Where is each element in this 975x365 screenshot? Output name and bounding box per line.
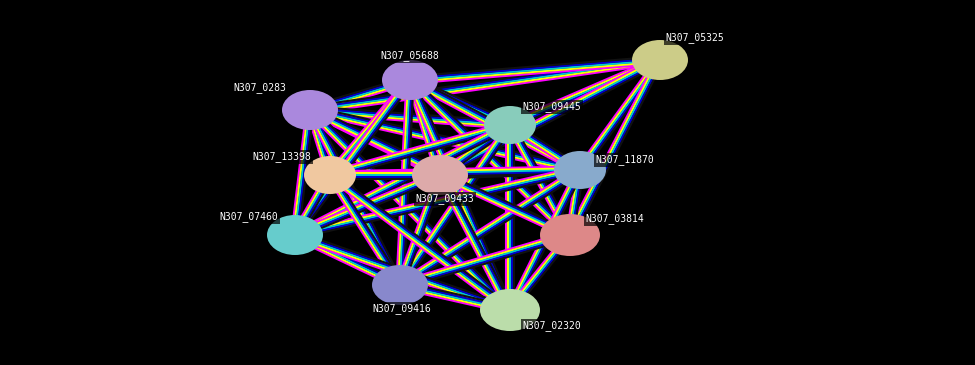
- Text: N307_07460: N307_07460: [219, 212, 279, 222]
- Ellipse shape: [484, 106, 536, 144]
- Text: N307_03814: N307_03814: [586, 214, 644, 224]
- Text: N307_11870: N307_11870: [596, 154, 654, 165]
- Text: N307_0283: N307_0283: [234, 82, 287, 93]
- Text: N307_09433: N307_09433: [415, 193, 475, 204]
- Ellipse shape: [267, 215, 323, 255]
- Ellipse shape: [382, 60, 438, 100]
- Text: N307_09445: N307_09445: [523, 101, 581, 112]
- Ellipse shape: [554, 151, 606, 189]
- Text: N307_09416: N307_09416: [372, 304, 431, 315]
- Text: N307_05688: N307_05688: [380, 50, 440, 61]
- Ellipse shape: [282, 90, 338, 130]
- Ellipse shape: [372, 265, 428, 305]
- Ellipse shape: [540, 214, 600, 256]
- Ellipse shape: [480, 289, 540, 331]
- Text: N307_02320: N307_02320: [523, 320, 581, 331]
- Ellipse shape: [304, 156, 356, 194]
- Text: N307_13398: N307_13398: [253, 151, 311, 162]
- Text: N307_05325: N307_05325: [666, 32, 724, 43]
- Ellipse shape: [412, 155, 468, 195]
- Ellipse shape: [632, 40, 688, 80]
